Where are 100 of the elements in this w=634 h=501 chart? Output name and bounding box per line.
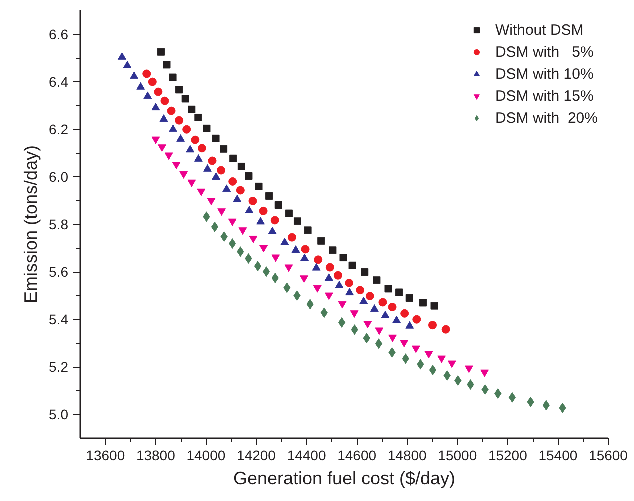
point (335, 280, 344, 288)
point (160, 96, 170, 106)
point (188, 106, 196, 114)
point (245, 172, 253, 180)
y-tick-label: 5.4 (49, 312, 69, 328)
point (340, 254, 348, 262)
point (384, 285, 392, 293)
point (182, 125, 192, 134)
point (373, 276, 381, 284)
point (203, 124, 211, 132)
point (262, 266, 270, 278)
point (272, 254, 280, 262)
point (329, 246, 337, 254)
point (194, 114, 202, 122)
point (218, 208, 226, 216)
point (361, 268, 369, 276)
point (136, 82, 146, 90)
point (288, 233, 296, 242)
point (412, 346, 420, 354)
point (144, 92, 152, 100)
point (197, 188, 206, 196)
point (188, 180, 196, 188)
point (430, 302, 438, 310)
point (266, 192, 274, 200)
point (366, 292, 374, 301)
point (169, 74, 177, 82)
point (284, 264, 294, 272)
point (294, 218, 302, 226)
point (208, 156, 217, 166)
point (345, 278, 354, 288)
y-tick-label: 6.4 (49, 74, 69, 90)
point (429, 365, 437, 376)
point (175, 116, 184, 125)
point (292, 246, 300, 253)
x-tick-label: 14200 (237, 448, 276, 464)
point (203, 164, 212, 172)
point (236, 186, 245, 195)
point (304, 226, 312, 234)
legend-label: DSM with 10% (495, 66, 594, 82)
point (123, 61, 132, 68)
point (406, 294, 414, 302)
point (438, 356, 446, 364)
y-tick-label: 5.2 (49, 359, 69, 376)
legend-label: DSM with 15% (495, 88, 594, 104)
point (268, 227, 277, 234)
point (412, 315, 422, 324)
point (152, 103, 160, 111)
point (259, 206, 268, 216)
point (148, 78, 157, 86)
point (280, 238, 290, 246)
point (176, 134, 186, 142)
point (217, 166, 226, 175)
x-tick-label: 14400 (287, 448, 326, 464)
x-tick-label: 14600 (338, 448, 377, 464)
point (400, 309, 410, 318)
point (346, 288, 354, 296)
point (400, 340, 409, 348)
y-tick-label: 5.6 (49, 264, 69, 280)
point (182, 95, 190, 103)
point (222, 184, 232, 192)
point (348, 262, 356, 270)
x-tick-label: 14000 (186, 448, 226, 464)
point (428, 321, 437, 330)
x-tick-label: 15200 (488, 448, 528, 464)
y-tick-label: 6.0 (49, 168, 69, 185)
point (256, 217, 266, 225)
point (163, 61, 171, 69)
point (230, 154, 238, 162)
x-axis-title: Generation fuel cost ($/day) (233, 468, 456, 488)
x-tick-label: 15000 (438, 448, 478, 464)
point (464, 366, 474, 374)
point (212, 172, 221, 180)
point (480, 370, 490, 378)
point (285, 210, 293, 218)
point (378, 298, 388, 307)
point (334, 271, 342, 280)
point (270, 216, 280, 225)
point (255, 182, 263, 190)
y-tick-label: 5.8 (49, 216, 69, 232)
x-tick-label: 13600 (86, 448, 126, 464)
point (388, 334, 398, 342)
point (207, 198, 216, 206)
point (211, 222, 219, 232)
point (424, 351, 434, 359)
point (360, 296, 368, 304)
point (167, 106, 176, 116)
point (160, 114, 168, 122)
point (300, 254, 310, 262)
point (364, 321, 372, 329)
point (324, 274, 334, 282)
point (370, 304, 379, 312)
point (324, 292, 334, 300)
y-tick-label: 6.6 (49, 26, 69, 42)
point (194, 154, 203, 162)
point (118, 52, 126, 60)
legend-label: DSM with 20% (495, 110, 598, 126)
point (338, 301, 347, 309)
point (396, 288, 404, 296)
point (318, 237, 326, 245)
point (169, 124, 178, 132)
